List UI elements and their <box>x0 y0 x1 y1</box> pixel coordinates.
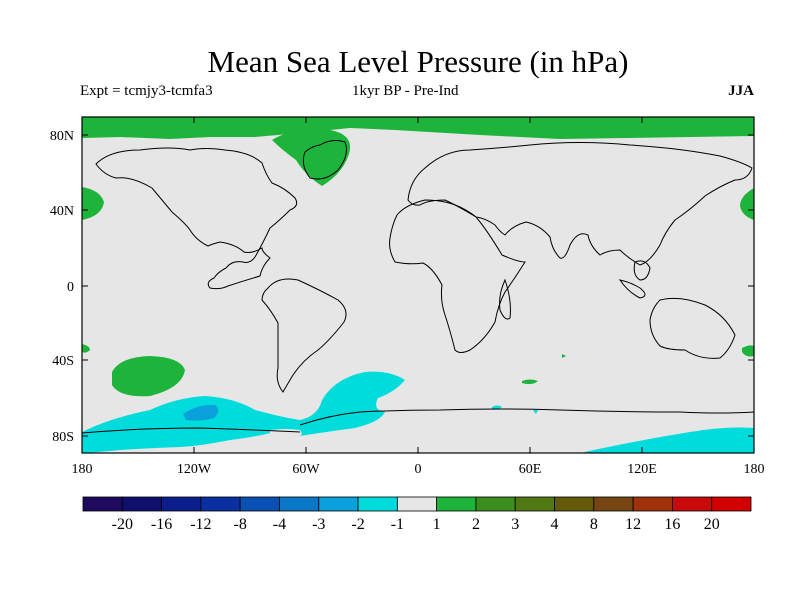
colorbar-label: -16 <box>151 516 172 533</box>
south-america-coast <box>261 278 347 393</box>
north-america-coast <box>95 147 298 290</box>
colorbar-swatch <box>357 496 398 512</box>
colorbar-swatch <box>632 496 673 512</box>
anomaly-field <box>82 117 754 453</box>
colorbar-swatch <box>475 496 516 512</box>
colorbar-swatch <box>161 496 202 512</box>
colorbar-swatch <box>593 496 634 512</box>
colorbar-swatch <box>82 496 123 512</box>
colorbar-label: 16 <box>664 516 680 533</box>
africa-coast <box>389 199 526 353</box>
colorbar-label: -1 <box>391 516 404 533</box>
lat-tick-label: 40N <box>50 204 74 219</box>
eurasia-coast <box>407 142 753 266</box>
madagascar-coast <box>499 278 511 320</box>
lat-tick-label: 80N <box>50 129 74 144</box>
lon-tick-label: 0 <box>415 462 422 477</box>
australia-coast <box>649 297 736 359</box>
greenland-coast <box>302 140 347 180</box>
colorbar-swatch <box>318 496 359 512</box>
lat-tick-label: 80S <box>52 430 74 445</box>
colorbar-label: -20 <box>112 516 133 533</box>
lon-tick-label: 120W <box>177 462 212 477</box>
southern-ocean-strong-negative <box>183 404 219 421</box>
small-positive-east <box>742 345 754 357</box>
axes: 80N 40N 0 40S 80S 180 120W 60W 0 60E 120E 180 <box>50 117 765 477</box>
colorbar-label: 4 <box>551 516 559 533</box>
colorbar-swatch <box>711 496 752 512</box>
south-pacific-positive <box>112 356 185 397</box>
southern-ocean-negative <box>82 371 405 453</box>
map-background <box>82 117 754 453</box>
colorbar-swatch <box>514 496 555 512</box>
colorbar-label: -12 <box>190 516 211 533</box>
lat-tick-label: 0 <box>67 280 74 295</box>
colorbar-swatch <box>279 496 320 512</box>
colorbar-label: 20 <box>704 516 720 533</box>
colorbar-swatch <box>672 496 713 512</box>
colorbar-swatch <box>554 496 595 512</box>
colorbar-label: -2 <box>351 516 364 533</box>
colorbar-label: 2 <box>472 516 480 533</box>
small-positive-indian-2 <box>562 354 566 358</box>
lon-tick-label: 60E <box>519 462 542 477</box>
north-pacific-positive-west <box>82 187 104 220</box>
colorbar-swatch <box>239 496 280 512</box>
small-negative-2 <box>533 410 538 414</box>
colorbar-label: 8 <box>590 516 598 533</box>
colorbar: -20 -16 -12 -8 -4 -3 -2 -1 1 2 3 4 8 12 16 20 <box>82 496 752 533</box>
colorbar-swatch <box>396 496 438 512</box>
period-label: 1kyr BP - Pre-Ind <box>352 83 459 99</box>
colorbar-label: -4 <box>273 516 286 533</box>
arctic-positive <box>82 117 754 139</box>
maritime-continent-coast <box>618 260 651 299</box>
colorbar-swatch <box>121 496 162 512</box>
greenland-positive <box>272 129 351 186</box>
colorbar-label: 3 <box>511 516 519 533</box>
east-antarctic-negative <box>580 427 754 453</box>
colorbar-swatch <box>200 496 241 512</box>
experiment-label: Expt = tcmjy3-tcmfa3 <box>80 83 213 99</box>
lat-tick-label: 40S <box>52 354 74 369</box>
colorbar-label: 12 <box>625 516 641 533</box>
lon-tick-label: 120E <box>627 462 657 477</box>
small-positive-west <box>82 344 90 353</box>
colorbar-label: 1 <box>433 516 441 533</box>
coastlines <box>82 140 754 434</box>
colorbar-label: -8 <box>234 516 247 533</box>
colorbar-swatch <box>436 496 477 512</box>
map-title: Mean Sea Level Pressure (in hPa) <box>207 44 629 79</box>
antarctica-coast <box>82 408 754 434</box>
small-positive-indian <box>522 379 538 385</box>
north-pacific-positive-east <box>740 188 754 220</box>
colorbar-label: -3 <box>312 516 325 533</box>
lon-tick-label: 180 <box>744 462 765 477</box>
lon-tick-label: 180 <box>72 462 93 477</box>
season-label: JJA <box>728 83 754 99</box>
lon-tick-label: 60W <box>292 462 320 477</box>
